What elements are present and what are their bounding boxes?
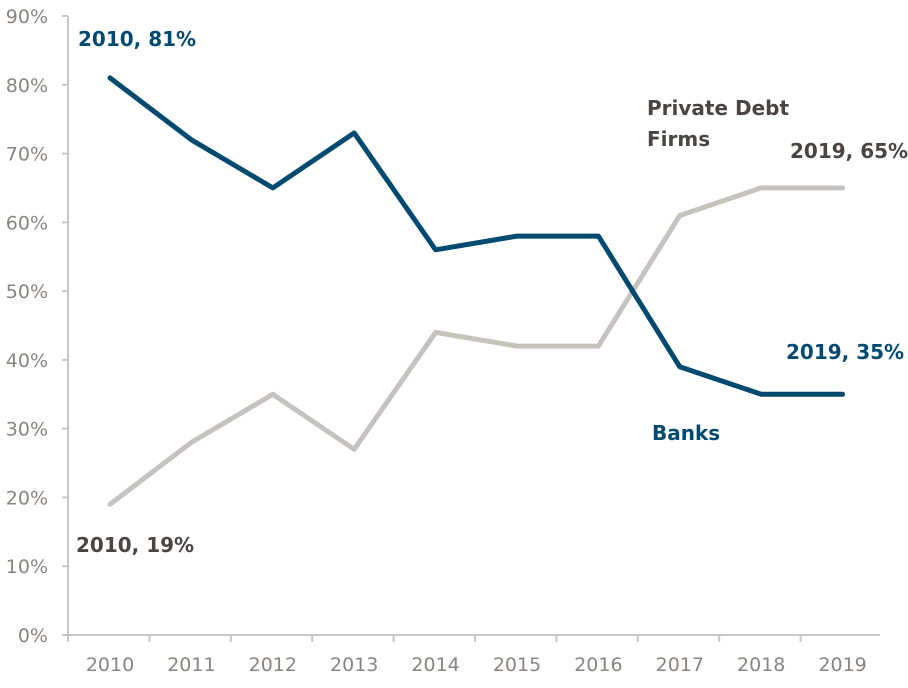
x-tick-label: 2012 — [249, 654, 297, 676]
x-tick-labels: 2010 2011 2012 2013 2014 2015 2016 2017 2018 2019 — [67, 635, 867, 676]
private-series-label-line1: Private Debt — [647, 96, 789, 120]
private-start-label: 2010, 19% — [76, 533, 194, 557]
series-line-private-debt-firms — [107, 185, 846, 507]
y-tick-label: 10% — [6, 556, 48, 578]
x-tick-label: 2017 — [656, 654, 704, 676]
y-tick-label: 80% — [6, 75, 48, 97]
y-tick-label: 20% — [6, 487, 48, 509]
y-tick-label: 70% — [6, 144, 48, 166]
y-tick-label: 0% — [18, 625, 48, 647]
y-tick-label: 50% — [6, 281, 48, 303]
annotations: 2010, 81% 2019, 35% Banks 2010, 19% 2019… — [76, 27, 908, 557]
y-tick-label: 60% — [6, 212, 48, 234]
x-tick-label: 2019 — [818, 654, 866, 676]
x-tick-label: 2013 — [330, 654, 378, 676]
banks-end-label: 2019, 35% — [786, 340, 904, 364]
series-line-banks — [107, 75, 846, 397]
x-tick-label: 2015 — [493, 654, 541, 676]
y-tick-labels: 0% 10% 20% 30% 40% 50% 60% 70% 80% 90% — [6, 6, 68, 647]
private-end-label: 2019, 65% — [790, 139, 908, 163]
y-tick-label: 30% — [6, 419, 48, 441]
x-tick-label: 2014 — [411, 654, 459, 676]
series-lines — [107, 75, 846, 507]
x-tick-label: 2016 — [574, 654, 622, 676]
y-tick-label: 90% — [6, 6, 48, 28]
x-tick-label: 2011 — [167, 654, 215, 676]
banks-series-label: Banks — [652, 421, 720, 445]
banks-start-label: 2010, 81% — [78, 27, 196, 51]
x-tick-label: 2010 — [86, 654, 134, 676]
y-tick-label: 40% — [6, 350, 48, 372]
private-series-label-line2: Firms — [647, 127, 710, 151]
x-tick-label: 2018 — [737, 654, 785, 676]
